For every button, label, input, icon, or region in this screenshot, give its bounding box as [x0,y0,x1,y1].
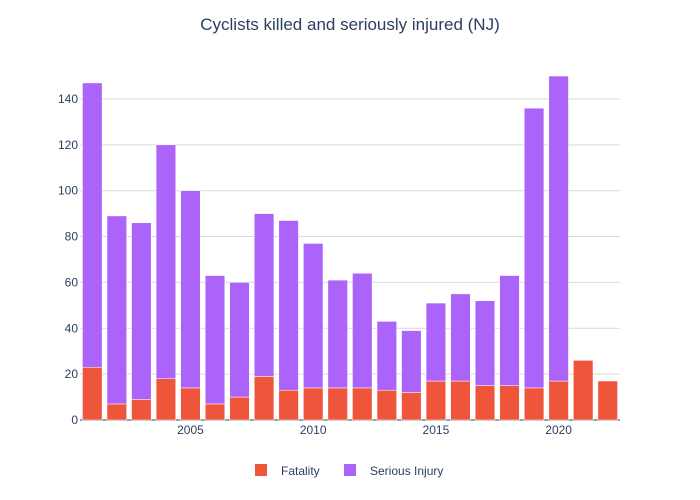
x-tick-label-2005: 2005 [177,423,204,437]
bar-serious-injury-2001[interactable] [82,82,103,368]
bar-fatality-2004[interactable] [155,378,176,421]
y-tick-label-0: 0 [71,413,78,427]
y-tick-label-20: 20 [65,367,79,381]
x-tick-label-2010: 2010 [300,423,327,437]
legend-label-serious-injury: Serious Injury [370,464,443,478]
y-tick-label-60: 60 [65,275,79,289]
y-axis: 0 20 40 60 80 100 120 140 [58,92,78,427]
legend[interactable]: Fatality Serious Injury [255,464,443,478]
bar-serious-injury-2005[interactable] [180,190,201,389]
x-axis: 2005 2010 2015 2020 [177,423,572,437]
bar-serious-injury-2010[interactable] [303,243,324,389]
bar-serious-injury-2013[interactable] [376,321,397,391]
bar-fatality-2019[interactable] [524,387,545,421]
bar-fatality-2015[interactable] [425,380,446,421]
bar-fatality-2010[interactable] [303,387,324,421]
bar-fatality-2008[interactable] [254,376,275,421]
bar-serious-injury-2008[interactable] [254,213,275,377]
x-tick-label-2020: 2020 [545,423,572,437]
legend-swatch-serious-injury [344,464,356,476]
bars [82,75,618,421]
bar-serious-injury-2012[interactable] [352,272,373,389]
y-tick-label-140: 140 [58,92,78,106]
bar-fatality-2014[interactable] [401,392,422,421]
y-tick-label-40: 40 [65,321,79,335]
x-tick-label-2015: 2015 [423,423,450,437]
bar-serious-injury-2020[interactable] [548,75,569,382]
legend-swatch-fatality [255,464,267,476]
bar-serious-injury-2017[interactable] [474,300,496,386]
bar-fatality-2006[interactable] [204,403,226,421]
y-tick-label-100: 100 [58,184,78,198]
bar-fatality-2001[interactable] [82,367,103,421]
bar-fatality-2005[interactable] [180,387,201,421]
bar-fatality-2002[interactable] [106,403,127,421]
bar-fatality-2022[interactable] [597,380,618,421]
bar-fatality-2007[interactable] [229,396,250,421]
y-tick-label-80: 80 [65,230,79,244]
bar-fatality-2021[interactable] [573,360,594,421]
bar-fatality-2017[interactable] [474,385,496,421]
bar-fatality-2009[interactable] [278,389,299,421]
bar-serious-injury-2002[interactable] [106,215,127,405]
bar-serious-injury-2006[interactable] [204,275,226,405]
legend-item-fatality[interactable]: Fatality [255,464,320,478]
bar-serious-injury-2014[interactable] [401,330,422,393]
legend-label-fatality: Fatality [281,464,320,478]
bar-serious-injury-2011[interactable] [327,279,348,389]
bar-fatality-2011[interactable] [327,387,348,421]
bar-fatality-2003[interactable] [131,399,152,421]
bar-serious-injury-2007[interactable] [229,282,250,398]
bar-serious-injury-2016[interactable] [450,293,471,382]
bar-serious-injury-2009[interactable] [278,220,299,391]
bar-serious-injury-2019[interactable] [524,107,545,389]
chart-title: Cyclists killed and seriously injured (N… [200,15,499,34]
bar-fatality-2013[interactable] [376,389,397,421]
bar-fatality-2016[interactable] [450,380,471,421]
bar-fatality-2018[interactable] [499,385,520,421]
legend-item-serious-injury[interactable]: Serious Injury [344,464,443,478]
bar-serious-injury-2015[interactable] [425,302,446,382]
bar-serious-injury-2018[interactable] [499,275,520,386]
bar-serious-injury-2004[interactable] [155,144,176,379]
bar-serious-injury-2003[interactable] [131,222,152,400]
bar-fatality-2020[interactable] [548,380,569,421]
y-tick-label-120: 120 [58,138,78,152]
bar-fatality-2012[interactable] [352,387,373,421]
